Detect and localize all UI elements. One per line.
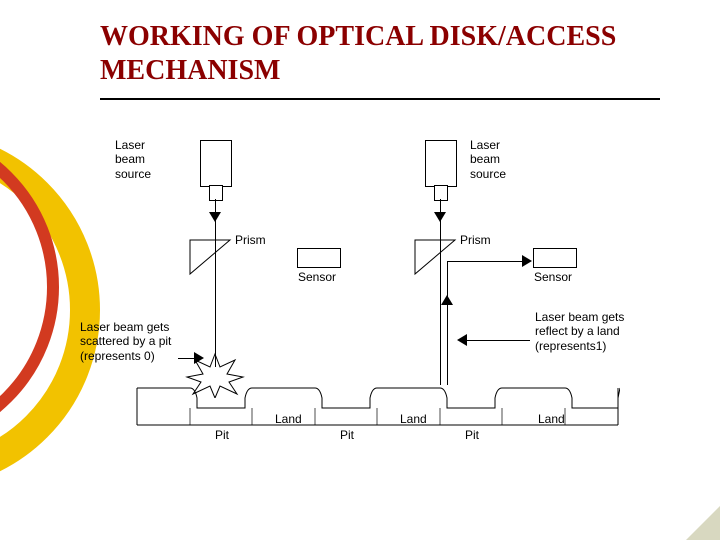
reflect-arrow-head — [457, 334, 467, 346]
laser-neck-left — [209, 185, 223, 201]
label-sensor-right: Sensor — [534, 270, 572, 284]
beam-down-left — [215, 199, 216, 367]
reflect-arrow-line — [465, 340, 530, 341]
arrow-down-left — [209, 212, 221, 222]
label-pit-3: Pit — [465, 428, 479, 442]
prism-left — [188, 238, 232, 276]
title-underline — [100, 98, 660, 100]
arrow-down-right — [434, 212, 446, 222]
label-land-3: Land — [538, 412, 565, 426]
beam-down-right — [440, 199, 441, 385]
label-laser-source-left: Laser beam source — [115, 138, 151, 181]
laser-source-box-left — [200, 140, 232, 187]
label-prism-left: Prism — [235, 233, 266, 247]
label-reflect: Laser beam gets reflect by a land (repre… — [535, 310, 624, 353]
label-pit-1: Pit — [215, 428, 229, 442]
arrow-up-reflect — [441, 295, 453, 305]
arrow-to-sensor — [522, 255, 532, 267]
optical-disk-diagram: Laser beam source Prism Sensor Laser bea… — [90, 130, 650, 460]
slide-title: WORKING OF OPTICAL DISK/ACCESS MECHANISM — [100, 20, 720, 87]
label-prism-right: Prism — [460, 233, 491, 247]
laser-neck-right — [434, 185, 448, 201]
label-land-1: Land — [275, 412, 302, 426]
label-sensor-left: Sensor — [298, 270, 336, 284]
prism-right — [413, 238, 457, 276]
sensor-box-left — [297, 248, 341, 268]
beam-to-sensor — [447, 261, 530, 262]
laser-source-box-right — [425, 140, 457, 187]
label-scatter: Laser beam gets scattered by a pit (repr… — [80, 320, 171, 363]
slide-decor-arcs — [0, 150, 40, 430]
label-laser-source-right: Laser beam source — [470, 138, 506, 181]
sensor-box-right — [533, 248, 577, 268]
label-land-2: Land — [400, 412, 427, 426]
beam-reflect-up — [447, 261, 448, 385]
page-corner-fold — [686, 506, 720, 540]
label-pit-2: Pit — [340, 428, 354, 442]
